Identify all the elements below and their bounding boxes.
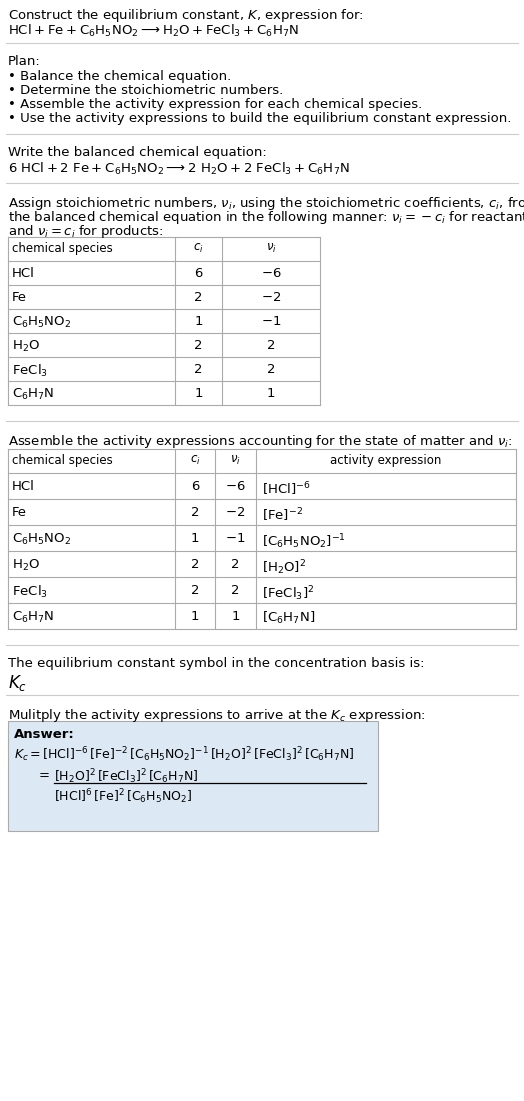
Text: HCl: HCl: [12, 480, 35, 493]
Text: activity expression: activity expression: [330, 454, 442, 467]
Text: HCl: HCl: [12, 268, 35, 280]
Text: 2: 2: [194, 291, 203, 304]
Text: 6: 6: [194, 268, 203, 280]
Text: $[\mathrm{HCl}]^{-6}$: $[\mathrm{HCl}]^{-6}$: [262, 480, 310, 498]
Text: $\mathrm{FeCl_3}$: $\mathrm{FeCl_3}$: [12, 584, 48, 600]
Text: 2: 2: [267, 339, 275, 352]
Text: $-2$: $-2$: [225, 506, 246, 519]
FancyBboxPatch shape: [8, 721, 378, 831]
Text: $K_c = [\mathrm{HCl}]^{-6}\,[\mathrm{Fe}]^{-2}\,[\mathrm{C_6H_5NO_2}]^{-1}\,[\ma: $K_c = [\mathrm{HCl}]^{-6}\,[\mathrm{Fe}…: [14, 745, 354, 764]
Text: Assemble the activity expressions accounting for the state of matter and $\nu_i$: Assemble the activity expressions accoun…: [8, 433, 512, 450]
Text: the balanced chemical equation in the following manner: $\nu_i = -c_i$ for react: the balanced chemical equation in the fo…: [8, 209, 524, 226]
Text: $\mathrm{H_2O}$: $\mathrm{H_2O}$: [12, 339, 40, 355]
Text: $-6$: $-6$: [225, 480, 246, 493]
Text: chemical species: chemical species: [12, 242, 113, 255]
Text: $-6$: $-6$: [261, 268, 281, 280]
Text: $\mathrm{C_6H_5NO_2}$: $\mathrm{C_6H_5NO_2}$: [12, 315, 71, 330]
Text: • Balance the chemical equation.: • Balance the chemical equation.: [8, 70, 231, 83]
Text: Fe: Fe: [12, 506, 27, 519]
Text: 1: 1: [194, 386, 203, 400]
Text: $[\mathrm{C_6H_5NO_2}]^{-1}$: $[\mathrm{C_6H_5NO_2}]^{-1}$: [262, 532, 346, 550]
Text: • Determine the stoichiometric numbers.: • Determine the stoichiometric numbers.: [8, 84, 283, 97]
Text: $[\mathrm{HCl}]^6\,[\mathrm{Fe}]^2\,[\mathrm{C_6H_5NO_2}]$: $[\mathrm{HCl}]^6\,[\mathrm{Fe}]^2\,[\ma…: [54, 787, 192, 806]
Text: 2: 2: [191, 506, 199, 519]
Text: $c_i$: $c_i$: [193, 242, 204, 255]
Text: $\mathrm{H_2O}$: $\mathrm{H_2O}$: [12, 558, 40, 574]
Text: 2: 2: [231, 584, 240, 597]
Text: $\nu_i$: $\nu_i$: [266, 242, 276, 255]
Text: $c_i$: $c_i$: [190, 454, 200, 467]
Text: Fe: Fe: [12, 291, 27, 304]
Text: 6: 6: [191, 480, 199, 493]
Text: $\mathrm{C_6H_5NO_2}$: $\mathrm{C_6H_5NO_2}$: [12, 532, 71, 547]
Text: $\nu_i$: $\nu_i$: [230, 454, 241, 467]
Text: • Assemble the activity expression for each chemical species.: • Assemble the activity expression for e…: [8, 98, 422, 111]
Text: $\mathrm{HCl + Fe + C_6H_5NO_2 \longrightarrow H_2O + FeCl_3 + C_6H_7N}$: $\mathrm{HCl + Fe + C_6H_5NO_2 \longrigh…: [8, 23, 299, 40]
Text: 1: 1: [191, 532, 199, 545]
Text: $-1$: $-1$: [261, 315, 281, 328]
Text: 2: 2: [191, 584, 199, 597]
Text: $\mathrm{6\ HCl + 2\ Fe + C_6H_5NO_2 \longrightarrow 2\ H_2O + 2\ FeCl_3 + C_6H_: $\mathrm{6\ HCl + 2\ Fe + C_6H_5NO_2 \lo…: [8, 161, 350, 177]
Text: 2: 2: [191, 558, 199, 571]
Text: 2: 2: [194, 363, 203, 377]
Text: $-1$: $-1$: [225, 532, 246, 545]
Text: Answer:: Answer:: [14, 728, 75, 741]
Text: Construct the equilibrium constant, $K$, expression for:: Construct the equilibrium constant, $K$,…: [8, 7, 364, 24]
Text: 1: 1: [194, 315, 203, 328]
Text: 1: 1: [267, 386, 275, 400]
Text: Plan:: Plan:: [8, 55, 41, 68]
Text: $K_c$: $K_c$: [8, 673, 27, 693]
Text: $\mathrm{FeCl_3}$: $\mathrm{FeCl_3}$: [12, 363, 48, 379]
Text: The equilibrium constant symbol in the concentration basis is:: The equilibrium constant symbol in the c…: [8, 657, 424, 671]
Text: $[\mathrm{H_2O}]^2$: $[\mathrm{H_2O}]^2$: [262, 558, 306, 577]
Text: $\mathrm{C_6H_7N}$: $\mathrm{C_6H_7N}$: [12, 386, 54, 402]
Text: • Use the activity expressions to build the equilibrium constant expression.: • Use the activity expressions to build …: [8, 112, 511, 126]
Text: $[\mathrm{Fe}]^{-2}$: $[\mathrm{Fe}]^{-2}$: [262, 506, 303, 524]
Text: and $\nu_i = c_i$ for products:: and $\nu_i = c_i$ for products:: [8, 224, 163, 240]
Text: 2: 2: [267, 363, 275, 377]
Text: 2: 2: [231, 558, 240, 571]
Text: 1: 1: [231, 610, 240, 623]
Text: $\mathrm{C_6H_7N}$: $\mathrm{C_6H_7N}$: [12, 610, 54, 625]
Text: $=$: $=$: [36, 767, 50, 780]
Text: 2: 2: [194, 339, 203, 352]
Text: Mulitply the activity expressions to arrive at the $K_c$ expression:: Mulitply the activity expressions to arr…: [8, 707, 426, 724]
Text: $[\mathrm{C_6H_7N}]$: $[\mathrm{C_6H_7N}]$: [262, 610, 315, 626]
Text: chemical species: chemical species: [12, 454, 113, 467]
Text: $[\mathrm{FeCl_3}]^2$: $[\mathrm{FeCl_3}]^2$: [262, 584, 314, 602]
Text: $-2$: $-2$: [261, 291, 281, 304]
Text: Assign stoichiometric numbers, $\nu_i$, using the stoichiometric coefficients, $: Assign stoichiometric numbers, $\nu_i$, …: [8, 195, 524, 212]
Text: $[\mathrm{H_2O}]^2\,[\mathrm{FeCl_3}]^2\,[\mathrm{C_6H_7N}]$: $[\mathrm{H_2O}]^2\,[\mathrm{FeCl_3}]^2\…: [54, 767, 198, 786]
Text: 1: 1: [191, 610, 199, 623]
Text: Write the balanced chemical equation:: Write the balanced chemical equation:: [8, 146, 267, 159]
